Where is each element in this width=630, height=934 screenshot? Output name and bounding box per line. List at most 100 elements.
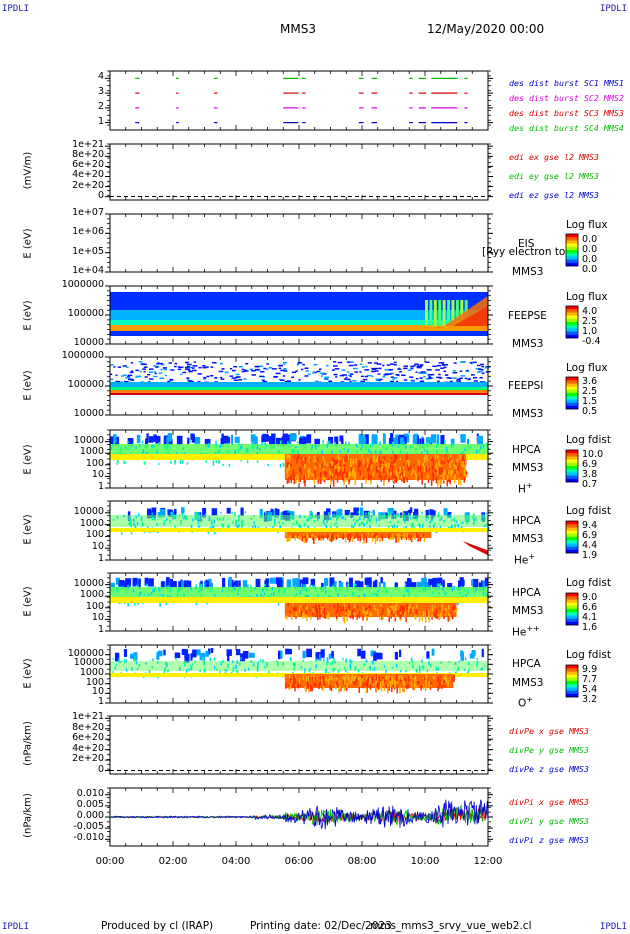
hpca-h-red-cell: [325, 471, 327, 478]
feepsi-noise-dot: [420, 364, 424, 366]
hpca-o-noise-cell: [201, 657, 203, 661]
hpca-o-blue-cell: [243, 650, 249, 659]
hpca-he2-noise-cell: [116, 586, 118, 590]
hpca-h-blue-cell: [460, 434, 466, 443]
feepsi-noise-dot: [275, 372, 281, 375]
hpca-he2-blue-cell: [421, 577, 427, 588]
feepsi-noise-dot: [121, 375, 124, 377]
feepsi-noise-dot: [345, 378, 351, 381]
hpca-he2-red-cell: [295, 606, 297, 612]
hpca-h-noise-cell: [322, 440, 324, 444]
hpca-he2-red-cell: [439, 607, 441, 610]
feepsi-noise-dot: [377, 378, 383, 381]
hpca-he2-noise-cell: [237, 589, 239, 592]
feepsi-noise-dot: [375, 379, 379, 382]
hpca-h-noise-cell: [374, 449, 377, 454]
hpca-h-red-cell: [394, 475, 396, 482]
hpca-o-red-cell: [371, 676, 374, 684]
hpca-o-blue-cell: [320, 649, 325, 658]
hpca-he-noise-cell: [299, 514, 301, 519]
hpca-he2-noise-cell: [404, 583, 407, 588]
hpca-h-cb-value: 10.0: [582, 449, 604, 460]
hpca-he-red-cell: [308, 534, 311, 538]
hpca-he2-noise-cell: [195, 600, 197, 606]
hpca-he-red-cell: [352, 536, 354, 542]
hpca-h-noise-cell: [123, 460, 125, 465]
hpca-he-noise-cell: [363, 523, 366, 526]
hpca-he-noise-cell: [324, 523, 327, 526]
hpca-o-red-cell: [425, 677, 427, 680]
hpca-o-red-cell: [311, 686, 314, 692]
feepsi-noise-dot: [459, 370, 463, 372]
feepsi-noise-dot: [291, 371, 297, 374]
feepsi-noise-dot: [259, 375, 264, 378]
hpca-h-noise-cell: [392, 443, 394, 447]
feepse-streak: [460, 300, 464, 326]
hpca-he2-red-cell: [443, 610, 446, 614]
feepsi-noise-dot: [360, 375, 364, 378]
hpca-h-colorbar-cell: [566, 469, 578, 473]
hpca-o-colorbar-cell: [566, 674, 578, 679]
hpca-h-red-cell: [343, 479, 345, 486]
hpca-o-red-cell: [358, 687, 360, 693]
hpca-o-red-cell: [352, 678, 354, 681]
hpca-o-red-cell: [344, 678, 346, 686]
hpca-o-blue-cell: [181, 648, 187, 655]
hpca-he-red-cell: [342, 536, 344, 540]
feepsi-noise-dot: [464, 377, 468, 380]
hpca-o-noise-cell: [233, 667, 235, 669]
feepsi-noise-dot: [374, 370, 379, 372]
hpca-he2-red-cell: [346, 615, 349, 622]
feepsi-colorbar-cell: [566, 386, 578, 391]
hpca-h-red-cell: [303, 476, 305, 484]
hpca-o-blue-cell: [399, 649, 402, 658]
hpca-he2-blue-cell: [310, 579, 316, 586]
feepsi-noise-dot: [219, 376, 223, 379]
hpca-o-red-cell: [422, 677, 425, 680]
hpca-he2-blue-cell: [416, 581, 422, 593]
eis-colorbar-cell: [566, 262, 578, 267]
hpca-o-noise-cell: [365, 659, 368, 663]
hpca-he2-blue-cell: [228, 577, 232, 586]
hpca-he-noise-cell: [330, 525, 332, 529]
hpca-h-blue-cell: [221, 433, 224, 443]
hpca-o-noise-cell: [135, 661, 138, 665]
hpca-o-red-cell: [369, 682, 372, 689]
hpca-he2-noise-cell: [407, 590, 409, 593]
feepsi-noise-dot: [377, 373, 381, 375]
feepsi-noise-dot: [198, 366, 202, 369]
hpca-he2-noise-cell: [351, 592, 354, 596]
hpca-h-noise-cell: [124, 446, 127, 449]
hpca-he2-noise-cell: [135, 584, 138, 587]
hpca-he-noise-cell: [461, 522, 464, 525]
hpca-he2-noise-cell: [376, 593, 378, 597]
hpca-h-noise-cell: [403, 441, 405, 446]
hpca-h-red-cell: [353, 472, 355, 479]
feepsi-noise-dot: [432, 373, 435, 376]
hpca-h-red-cell: [319, 464, 321, 468]
hpca-o-noise-cell: [247, 667, 250, 671]
eis-colorbar-frame: [565, 233, 579, 267]
hpca-he2-noise-cell: [467, 591, 469, 595]
feepse-colorbar-cell: [566, 331, 578, 336]
feepsi-noise-dot: [440, 367, 445, 369]
hpca-o-noise-cell: [464, 668, 466, 671]
hpca-he-noise-cell: [265, 511, 267, 515]
feepsi-noise-dot: [312, 372, 317, 374]
feepsi-noise-dot: [203, 378, 207, 380]
hpca-he2-red-cell: [414, 614, 417, 620]
hpca-h-red-cell: [390, 457, 393, 460]
hpca-he2-tick-label: 100: [85, 600, 104, 612]
feepsi-noise-dot: [186, 378, 190, 380]
x-axis-tick-label: 02:00: [158, 856, 188, 867]
hpca-h-noise-cell: [176, 451, 178, 456]
hpca-h-blue-cell: [176, 435, 183, 446]
hpca-he-noise-cell: [339, 514, 342, 518]
hpca-h-tick-label: 10: [91, 469, 104, 481]
hpca-he2-red-cell: [312, 612, 314, 616]
hpca-h-noise-cell: [251, 441, 253, 445]
hpca-o-noise-cell: [333, 657, 335, 662]
hpca-h-red-cell: [447, 460, 450, 464]
eis-spacecraft-label: MMS3: [512, 266, 544, 278]
hpca-h-noise-cell: [226, 450, 228, 452]
